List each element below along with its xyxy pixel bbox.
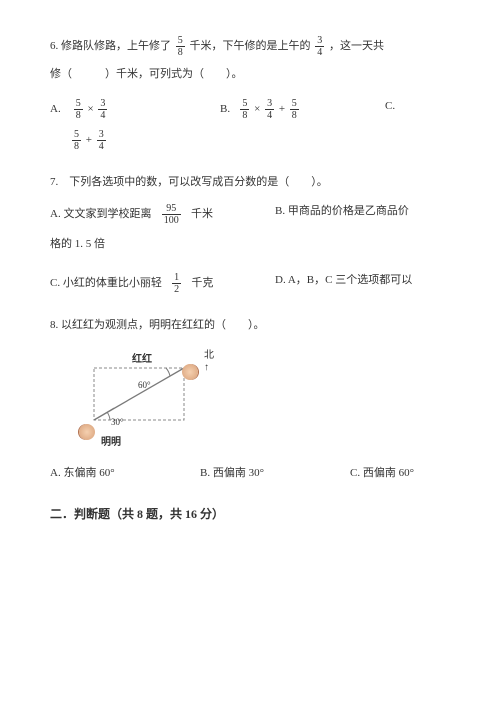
q7-text: 7. 下列各选项中的数，可以改写成百分数的是（ ）。 — [50, 174, 450, 192]
q7-optA-frac: 95100 — [162, 203, 181, 226]
question-7: 7. 下列各选项中的数，可以改写成百分数的是（ ）。 A. 文文家到学校距离 9… — [50, 174, 450, 295]
q7-option-b-cont: 格的 1. 5 倍 — [50, 236, 450, 254]
q6-line1a: 6. 修路队修路，上午修了 — [50, 40, 171, 52]
q7-optC-frac: 12 — [172, 272, 181, 295]
q6-optC-label: C. — [385, 100, 395, 112]
q8-option-a: A. 东偏南 60° — [50, 465, 200, 483]
q8-option-c: C. 西偏南 60° — [350, 465, 450, 483]
q7-option-a: A. 文文家到学校距离 95100 千米 — [50, 203, 275, 226]
mingming-label: 明明 — [101, 435, 121, 451]
north-arrow-icon: ↑ — [204, 360, 209, 376]
section-2-title: 二．判断题（共 8 题，共 16 分） — [50, 505, 450, 524]
q6-optA-f2: 34 — [98, 98, 107, 121]
q6-optA-label: A. — [50, 103, 61, 115]
q6-optA-f1: 58 — [74, 98, 83, 121]
q7-option-c: C. 小红的体重比小丽轻 12 千克 — [50, 272, 275, 295]
q6-option-a: A. 58 × 34 — [50, 98, 220, 121]
q6-options: A. 58 × 34 B. 58 × 34 + 58 C. — [50, 98, 450, 121]
q8-text: 8. 以红红为观测点，明明在红红的（ ）。 — [50, 317, 450, 335]
q6-optB-f1: 58 — [240, 98, 249, 121]
q6-line1b: 千米，下午修的是上午的 — [190, 40, 311, 52]
q6-optB-plus: + — [279, 103, 285, 115]
q7-optA-a: A. 文文家到学校距离 — [50, 208, 151, 220]
q6-optB-f2: 34 — [265, 98, 274, 121]
q8-option-b: B. 西偏南 30° — [200, 465, 350, 483]
angle-60-label: 60° — [138, 378, 151, 392]
q6-optC-f2: 34 — [97, 129, 106, 152]
question-8: 8. 以红红为观测点，明明在红红的（ ）。 北 ↑ 红红 明明 60° 30° … — [50, 317, 450, 483]
q6-option-c-content: 58 + 34 — [70, 129, 450, 152]
q7-optC-a: C. 小红的体重比小丽轻 — [50, 277, 162, 289]
q8-diagram: 北 ↑ 红红 明明 60° 30° — [70, 346, 220, 451]
q6-optB-times: × — [254, 103, 260, 115]
q6-optB-label: B. — [220, 103, 230, 115]
q6-optC-f1: 58 — [72, 129, 81, 152]
q6-option-c-label: C. — [385, 98, 445, 121]
question-6: 6. 修路队修路，上午修了 58 千米，下午修的是上午的 34 ，这一天共 修（… — [50, 35, 450, 152]
q6-text: 6. 修路队修路，上午修了 58 千米，下午修的是上午的 34 ，这一天共 — [50, 35, 450, 58]
q7-optA-b: 千米 — [191, 208, 213, 220]
q7-option-d: D. A，B，C 三个选项都可以 — [275, 272, 450, 295]
q6-optB-f3: 58 — [290, 98, 299, 121]
q6-optC-plus: + — [86, 134, 92, 146]
q7-option-b: B. 甲商品的价格是乙商品价 — [275, 203, 450, 226]
q6-optA-times: × — [87, 103, 93, 115]
q7-row2: C. 小红的体重比小丽轻 12 千克 D. A，B，C 三个选项都可以 — [50, 272, 450, 295]
q6-frac2: 34 — [315, 35, 324, 58]
q8-options: A. 东偏南 60° B. 西偏南 30° C. 西偏南 60° — [50, 465, 450, 483]
q6-line2: 修（ ）千米，可列式为（ ）。 — [50, 66, 450, 84]
q7-row1: A. 文文家到学校距离 95100 千米 B. 甲商品的价格是乙商品价 — [50, 203, 450, 226]
q6-frac1: 58 — [176, 35, 185, 58]
honghong-label: 红红 — [132, 352, 152, 368]
angle-30-label: 30° — [111, 415, 124, 429]
q6-option-b: B. 58 × 34 + 58 — [220, 98, 385, 121]
q6-line1c: ，这一天共 — [329, 40, 384, 52]
q7-optC-b: 千克 — [191, 277, 213, 289]
